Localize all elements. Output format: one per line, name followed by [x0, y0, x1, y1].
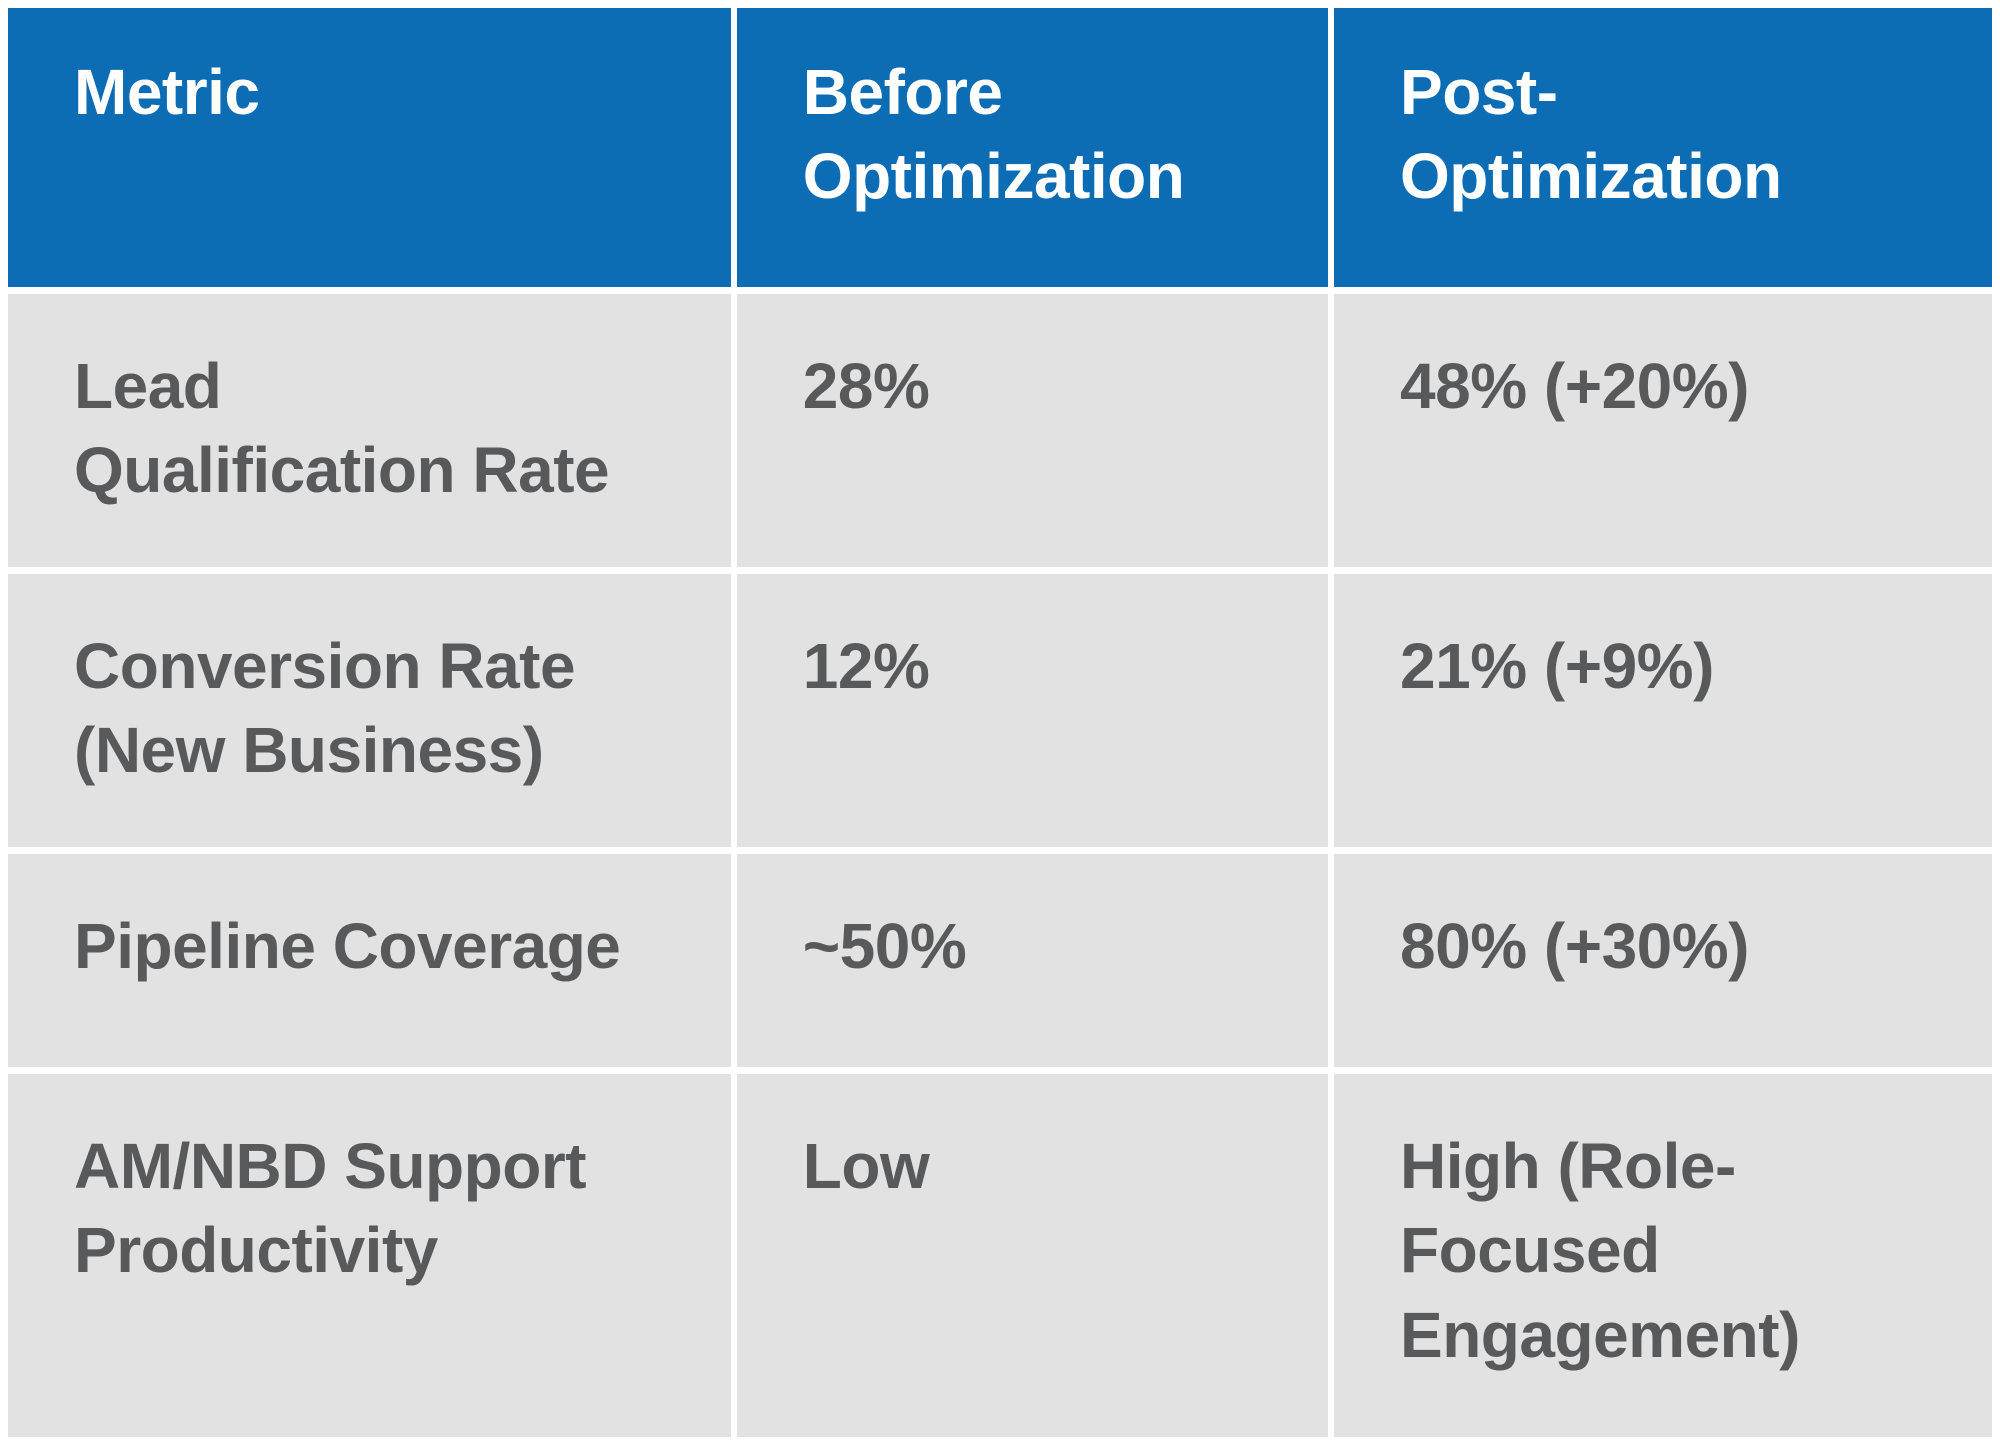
row-am-nbd-support-productivity-metric: AM/NBD Support Productivity — [8, 1074, 731, 1437]
row-lead-qualification-rate-post-value: 48% (+20%) — [1334, 294, 1992, 567]
row-pipeline-coverage-before-value: ~50% — [736, 854, 1328, 1067]
column-header-metric: Metric — [8, 8, 731, 287]
row-conversion-rate-post-value: 21% (+9%) — [1334, 574, 1992, 847]
row-am-nbd-support-productivity-post-value: High (Role- Focused Engagement) — [1334, 1074, 1992, 1437]
row-conversion-rate-before-value: 12% — [736, 574, 1328, 847]
row-am-nbd-support-productivity-before-value: Low — [736, 1074, 1328, 1437]
row-lead-qualification-rate-metric: Lead Qualification Rate — [8, 294, 731, 567]
row-pipeline-coverage-metric: Pipeline Coverage — [8, 854, 731, 1067]
column-header-before-optimization: Before Optimization — [736, 8, 1328, 287]
row-conversion-rate-metric: Conversion Rate (New Business) — [8, 574, 731, 847]
row-pipeline-coverage-post-value: 80% (+30%) — [1334, 854, 1992, 1067]
column-header-post-optimization: Post- Optimization — [1334, 8, 1992, 287]
metrics-comparison-table: Metric Before Optimization Post- Optimiz… — [8, 8, 1992, 1437]
row-lead-qualification-rate-before-value: 28% — [736, 294, 1328, 567]
